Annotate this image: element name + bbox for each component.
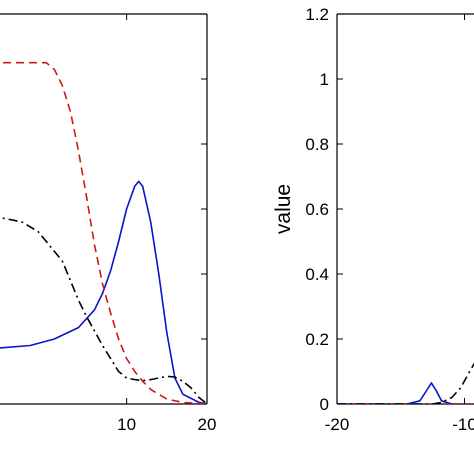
series-line-solid bbox=[337, 382, 474, 404]
y-tick-label: 0.6 bbox=[305, 200, 329, 219]
y-tick-label: 0.8 bbox=[305, 135, 329, 154]
y-tick-label: 1.2 bbox=[305, 5, 329, 24]
x-tick-label: 10 bbox=[117, 415, 136, 434]
y-tick-label: 0.2 bbox=[305, 330, 329, 349]
x-tick-label: -20 bbox=[325, 415, 350, 434]
y-tick-label: 0 bbox=[320, 395, 329, 414]
y-axis-title: value bbox=[272, 184, 295, 234]
series-line-solid bbox=[0, 180, 207, 404]
x-tick-label: 20 bbox=[198, 415, 217, 434]
y-tick-label: 0.4 bbox=[305, 265, 329, 284]
series-line-dashdot bbox=[337, 362, 474, 404]
y-tick-label: 1 bbox=[320, 70, 329, 89]
x-tick-label: -10 bbox=[452, 415, 474, 434]
left-panel: 10 20 bbox=[0, 13, 217, 434]
right-panel: -20 -10 0 0.2 0.4 0.6 0.8 1 1.2 value bbox=[272, 5, 474, 434]
series-line-dashed bbox=[0, 61, 207, 404]
series-line-dashdot bbox=[0, 216, 207, 404]
